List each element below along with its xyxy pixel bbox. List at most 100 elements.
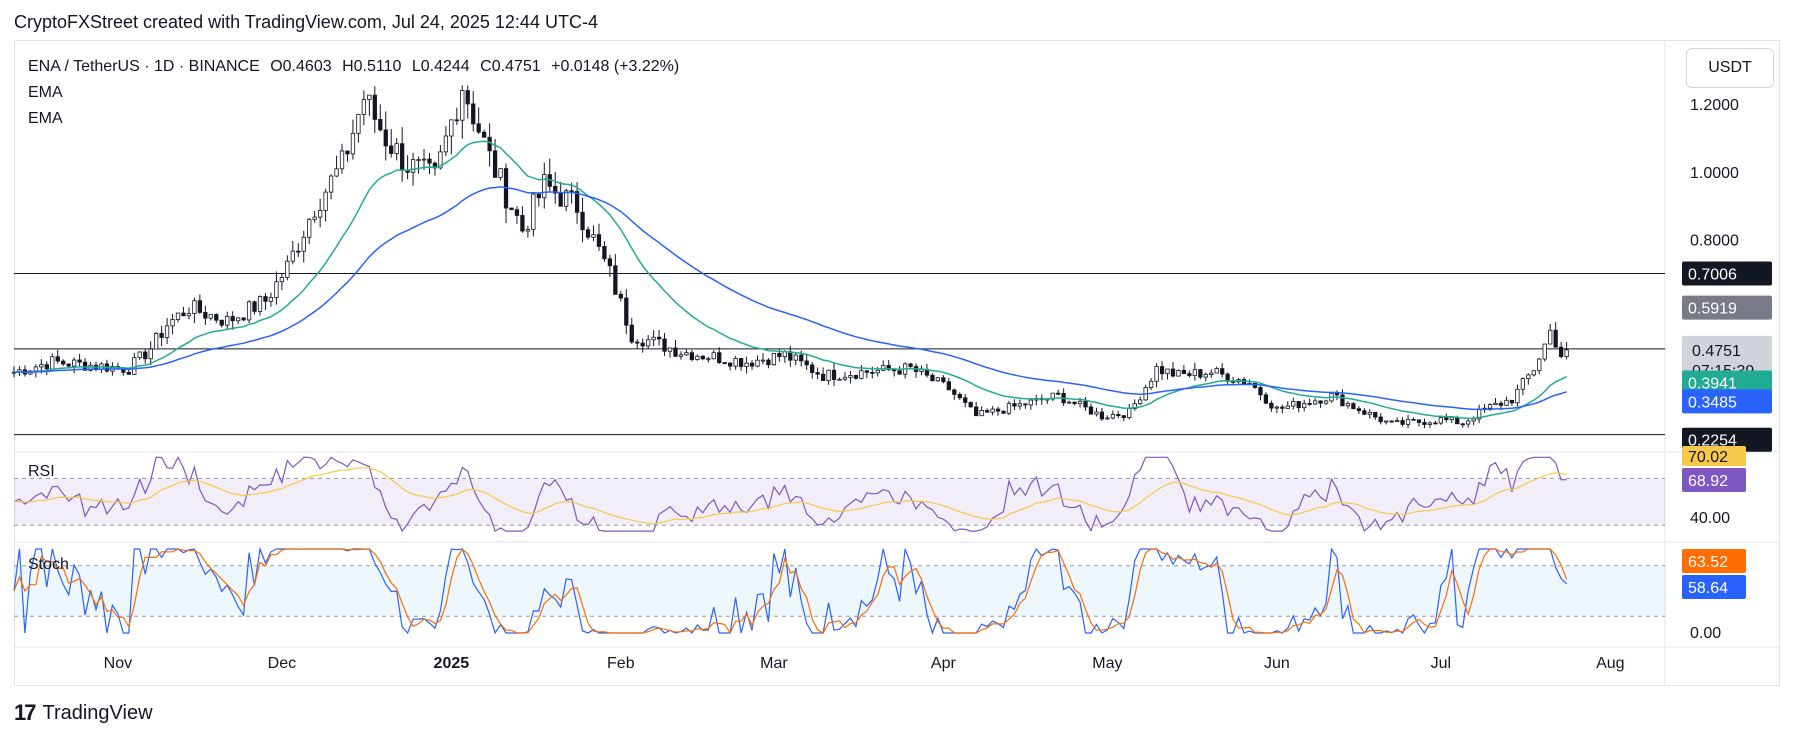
candle-body bbox=[66, 363, 71, 367]
candle-body bbox=[268, 297, 274, 302]
price-label-ema-slow-bg bbox=[1682, 389, 1772, 414]
candle-body bbox=[706, 358, 711, 361]
legend-close: C0.4751 bbox=[480, 58, 541, 75]
candle-body bbox=[1083, 400, 1088, 408]
candle-body bbox=[1504, 399, 1509, 406]
candle-body bbox=[427, 158, 432, 164]
candle-body bbox=[618, 293, 623, 299]
candle-body bbox=[1285, 405, 1290, 409]
candle-body bbox=[1148, 380, 1154, 388]
candle-body bbox=[520, 215, 525, 232]
candle-body bbox=[61, 360, 66, 365]
candle-body bbox=[1345, 403, 1351, 407]
candle-body bbox=[662, 338, 667, 352]
candle-body bbox=[1422, 422, 1427, 425]
candle-body bbox=[1066, 401, 1072, 404]
stoch-pane-label[interactable]: Stoch bbox=[28, 556, 69, 573]
candle-body bbox=[170, 319, 175, 327]
candle-body bbox=[492, 150, 498, 178]
candle-body bbox=[831, 369, 837, 380]
candle-body bbox=[1515, 388, 1520, 404]
candle-body bbox=[1159, 366, 1165, 375]
candle-body bbox=[700, 355, 705, 360]
currency-unit-button[interactable]: USDT bbox=[1686, 48, 1774, 88]
candle-body bbox=[465, 90, 470, 105]
candle-body bbox=[979, 410, 984, 417]
candle-body bbox=[613, 265, 618, 295]
candle-body bbox=[952, 389, 957, 395]
candle-body bbox=[1438, 417, 1443, 424]
candle-body bbox=[963, 397, 968, 403]
candle-body bbox=[1307, 403, 1312, 405]
tradingview-logo-icon: 17 bbox=[14, 700, 37, 725]
candle-body bbox=[296, 250, 301, 253]
candle-body bbox=[241, 317, 246, 321]
candle-body bbox=[148, 348, 153, 360]
rsi-pane-label[interactable]: RSI bbox=[28, 463, 55, 480]
candle-body bbox=[984, 410, 990, 413]
candle-body bbox=[646, 339, 651, 347]
price-label-last-bg bbox=[1682, 335, 1772, 382]
candle-body bbox=[1498, 402, 1504, 406]
candle-body bbox=[197, 300, 203, 313]
candle-body bbox=[695, 355, 700, 360]
candle-body bbox=[1340, 394, 1345, 407]
time-axis-label: Mar bbox=[760, 655, 788, 672]
time-axis-label: Feb bbox=[607, 655, 635, 672]
candle-body bbox=[722, 362, 727, 365]
candle-body bbox=[400, 143, 405, 171]
candle-body bbox=[810, 364, 815, 373]
candle-body bbox=[531, 193, 536, 230]
candle-body bbox=[1548, 329, 1553, 345]
candle-body bbox=[558, 192, 563, 207]
candle-body bbox=[1389, 420, 1394, 423]
candle-body bbox=[842, 376, 848, 380]
candle-body bbox=[372, 94, 377, 120]
candle-body bbox=[1318, 400, 1323, 404]
candle-body bbox=[1116, 414, 1121, 417]
candle-body bbox=[1192, 369, 1197, 376]
legend-symbol[interactable]: ENA / TetherUS · 1D · BINANCE bbox=[28, 58, 260, 75]
candle-body bbox=[656, 336, 662, 340]
candle-body bbox=[1520, 378, 1525, 390]
candle-body bbox=[1356, 408, 1361, 412]
candle-body bbox=[356, 114, 361, 134]
candle-body bbox=[1203, 374, 1208, 378]
candle-body bbox=[667, 347, 673, 352]
candle-body bbox=[214, 314, 219, 321]
candle-body bbox=[755, 359, 760, 367]
candle-body bbox=[607, 258, 613, 267]
candle-body bbox=[1263, 394, 1269, 404]
rsi-value: 68.92 bbox=[1688, 473, 1728, 490]
stoch-d-value-bg bbox=[1682, 549, 1746, 573]
candle-body bbox=[941, 377, 946, 383]
tradingview-logo[interactable]: 17 TradingView bbox=[14, 700, 153, 726]
candle-body bbox=[1564, 349, 1569, 357]
candle-body bbox=[585, 229, 591, 238]
candle-body bbox=[1258, 387, 1263, 396]
price-label-prev-high-bg bbox=[1682, 295, 1772, 320]
legend-ema-fast[interactable]: EMA bbox=[28, 84, 63, 101]
candle-body bbox=[974, 406, 979, 417]
candle-body bbox=[1006, 403, 1012, 414]
candle-body bbox=[1077, 400, 1083, 405]
candle-body bbox=[77, 359, 82, 363]
candle-body bbox=[509, 207, 514, 211]
candle-body bbox=[553, 185, 558, 194]
candle-body bbox=[203, 312, 208, 319]
time-axis-label: Dec bbox=[268, 655, 296, 672]
candle-body bbox=[793, 354, 798, 361]
legend-ema-slow[interactable]: EMA bbox=[28, 110, 63, 127]
candle-body bbox=[930, 374, 935, 382]
candle-body bbox=[246, 301, 252, 321]
price-axis-tick: 1.0000 bbox=[1690, 165, 1739, 182]
candle-body bbox=[804, 360, 809, 366]
candle-body bbox=[1209, 372, 1214, 375]
candle-body bbox=[126, 371, 131, 375]
candle-body bbox=[50, 356, 55, 370]
chart-frame bbox=[14, 40, 1780, 686]
candle-body bbox=[1487, 404, 1493, 409]
candle-body bbox=[1121, 415, 1126, 418]
candle-body bbox=[574, 191, 580, 213]
